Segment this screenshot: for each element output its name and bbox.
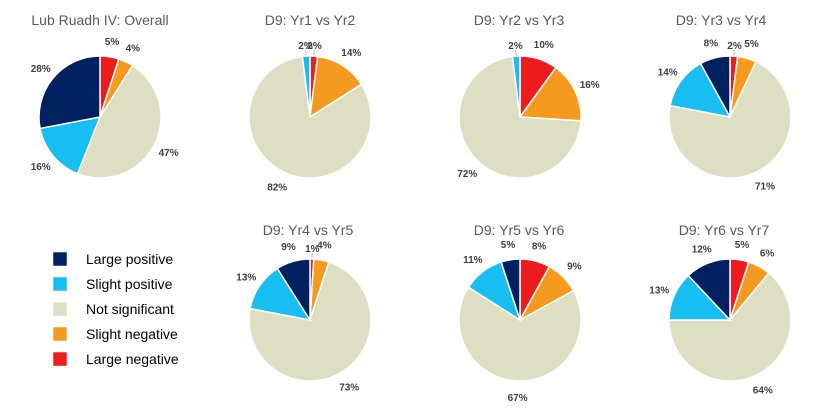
pie-d9-yr2-vs-yr3: D9: Yr2 vs Yr3 10% 16% 72% 2% (457, 12, 600, 180)
data-label: 73% (339, 382, 359, 393)
pie-title: D9: Yr5 vs Yr6 (474, 222, 565, 238)
legend-item-slight-negative: Slight negative (52, 326, 178, 342)
pie-title: D9: Yr3 vs Yr4 (676, 12, 767, 28)
data-label: 11% (463, 255, 483, 266)
pie-slice-slight-negative (518, 66, 582, 122)
data-label: 8% (532, 241, 547, 252)
data-label: 12% (692, 244, 712, 255)
data-label: 16% (580, 80, 600, 91)
pie-slice-not-significant (668, 60, 792, 179)
legend-label: Slight positive (86, 276, 173, 292)
data-label: 8% (704, 38, 719, 49)
pie-slice-large-positive (276, 258, 311, 323)
pie-slice-slight-positive (669, 62, 732, 119)
pie-slice-large-positive (687, 258, 731, 322)
data-label: 28% (31, 64, 51, 75)
data-label: 1% (305, 244, 320, 255)
data-label: 5% (735, 240, 750, 251)
data-label: 5% (105, 37, 120, 48)
legend-label: Large positive (86, 251, 173, 267)
legend-label: Slight negative (86, 326, 178, 342)
pie-slice-not-significant (458, 286, 582, 382)
data-label: 4% (126, 43, 141, 54)
data-label: 72% (457, 169, 477, 180)
data-label: 14% (658, 68, 678, 79)
data-label: 67% (508, 393, 528, 404)
data-label: 14% (341, 48, 361, 59)
legend-swatch (52, 326, 68, 342)
pie-d9-yr3-vs-yr4: D9: Yr3 vs Yr4 2% 5% 71% 14% 8% (658, 12, 792, 193)
data-label: 2% (298, 41, 313, 52)
data-label: 2% (508, 41, 523, 52)
legend-item-slight-positive: Slight positive (52, 276, 173, 292)
data-label: 5% (501, 240, 516, 251)
legend-label: Large negative (86, 351, 179, 367)
pie-slice-large-positive (500, 258, 521, 321)
pie-slice-slight-negative (309, 55, 363, 119)
pie-d9-yr5-vs-yr6: D9: Yr5 vs Yr6 8% 9% 67% 11% 5% (458, 222, 582, 404)
legend-item-large-positive: Large positive (52, 251, 173, 267)
pie-slice-not-significant (248, 261, 372, 382)
data-label: 10% (534, 40, 554, 51)
pie-d9-yr4-vs-yr5: D9: Yr4 vs Yr5 1%4% 73% 13% 9% (236, 222, 372, 393)
legend-swatch (52, 301, 68, 317)
legend-label: Not significant (86, 301, 174, 317)
pie-d9-yr6-vs-yr7: D9: Yr6 vs Yr7 5% 6% 64% 13% 12% (649, 222, 792, 397)
data-label: 5% (744, 39, 759, 50)
data-label: 13% (236, 273, 256, 284)
pie-slice-not-significant (248, 55, 372, 179)
data-label: 9% (281, 242, 296, 253)
legend-item-not-significant: Not significant (52, 301, 174, 317)
legend-swatch (52, 276, 68, 292)
data-label: 82% (267, 183, 287, 194)
data-label: 4% (317, 240, 332, 251)
pie-title: D9: Yr2 vs Yr3 (474, 12, 565, 28)
data-label: 9% (567, 262, 582, 273)
legend-item-large-negative: Large negative (52, 351, 179, 367)
pie-slice-large-positive (38, 55, 101, 130)
pie-lub-ruadh-iv-overall: Lub Ruadh IV: Overall 5% 4% 47% 16% 28% (31, 12, 179, 179)
pie-title: D9: Yr4 vs Yr5 (263, 222, 354, 238)
data-label: 2% (307, 41, 322, 52)
pie-slice-not-significant (76, 64, 162, 179)
legend-swatch (52, 351, 68, 367)
pie-d9-yr1-vs-yr2: D9: Yr1 vs Yr2 2% 14% 82% 2% (248, 12, 372, 194)
data-label: 6% (760, 249, 775, 260)
pie-slice-large-positive (699, 55, 731, 118)
data-label: 2% (727, 41, 742, 52)
data-label: 16% (31, 162, 51, 173)
pie-slice-not-significant (668, 271, 792, 382)
data-label: 64% (753, 386, 773, 397)
legend: Large positive Slight positive Not signifi… (52, 251, 179, 367)
pie-slice-slight-positive (301, 55, 311, 118)
pie-slice-slight-positive (511, 55, 521, 118)
pie-slice-not-significant (458, 55, 582, 179)
pie-title: D9: Yr1 vs Yr2 (265, 12, 356, 28)
data-label: 71% (755, 182, 775, 193)
pie-slice-slight-positive (39, 116, 102, 175)
data-label: 13% (649, 285, 669, 296)
data-label: 47% (159, 148, 179, 159)
pie-title: D9: Yr6 vs Yr7 (679, 222, 770, 238)
pie-title: Lub Ruadh IV: Overall (31, 12, 168, 28)
legend-swatch (52, 251, 68, 267)
